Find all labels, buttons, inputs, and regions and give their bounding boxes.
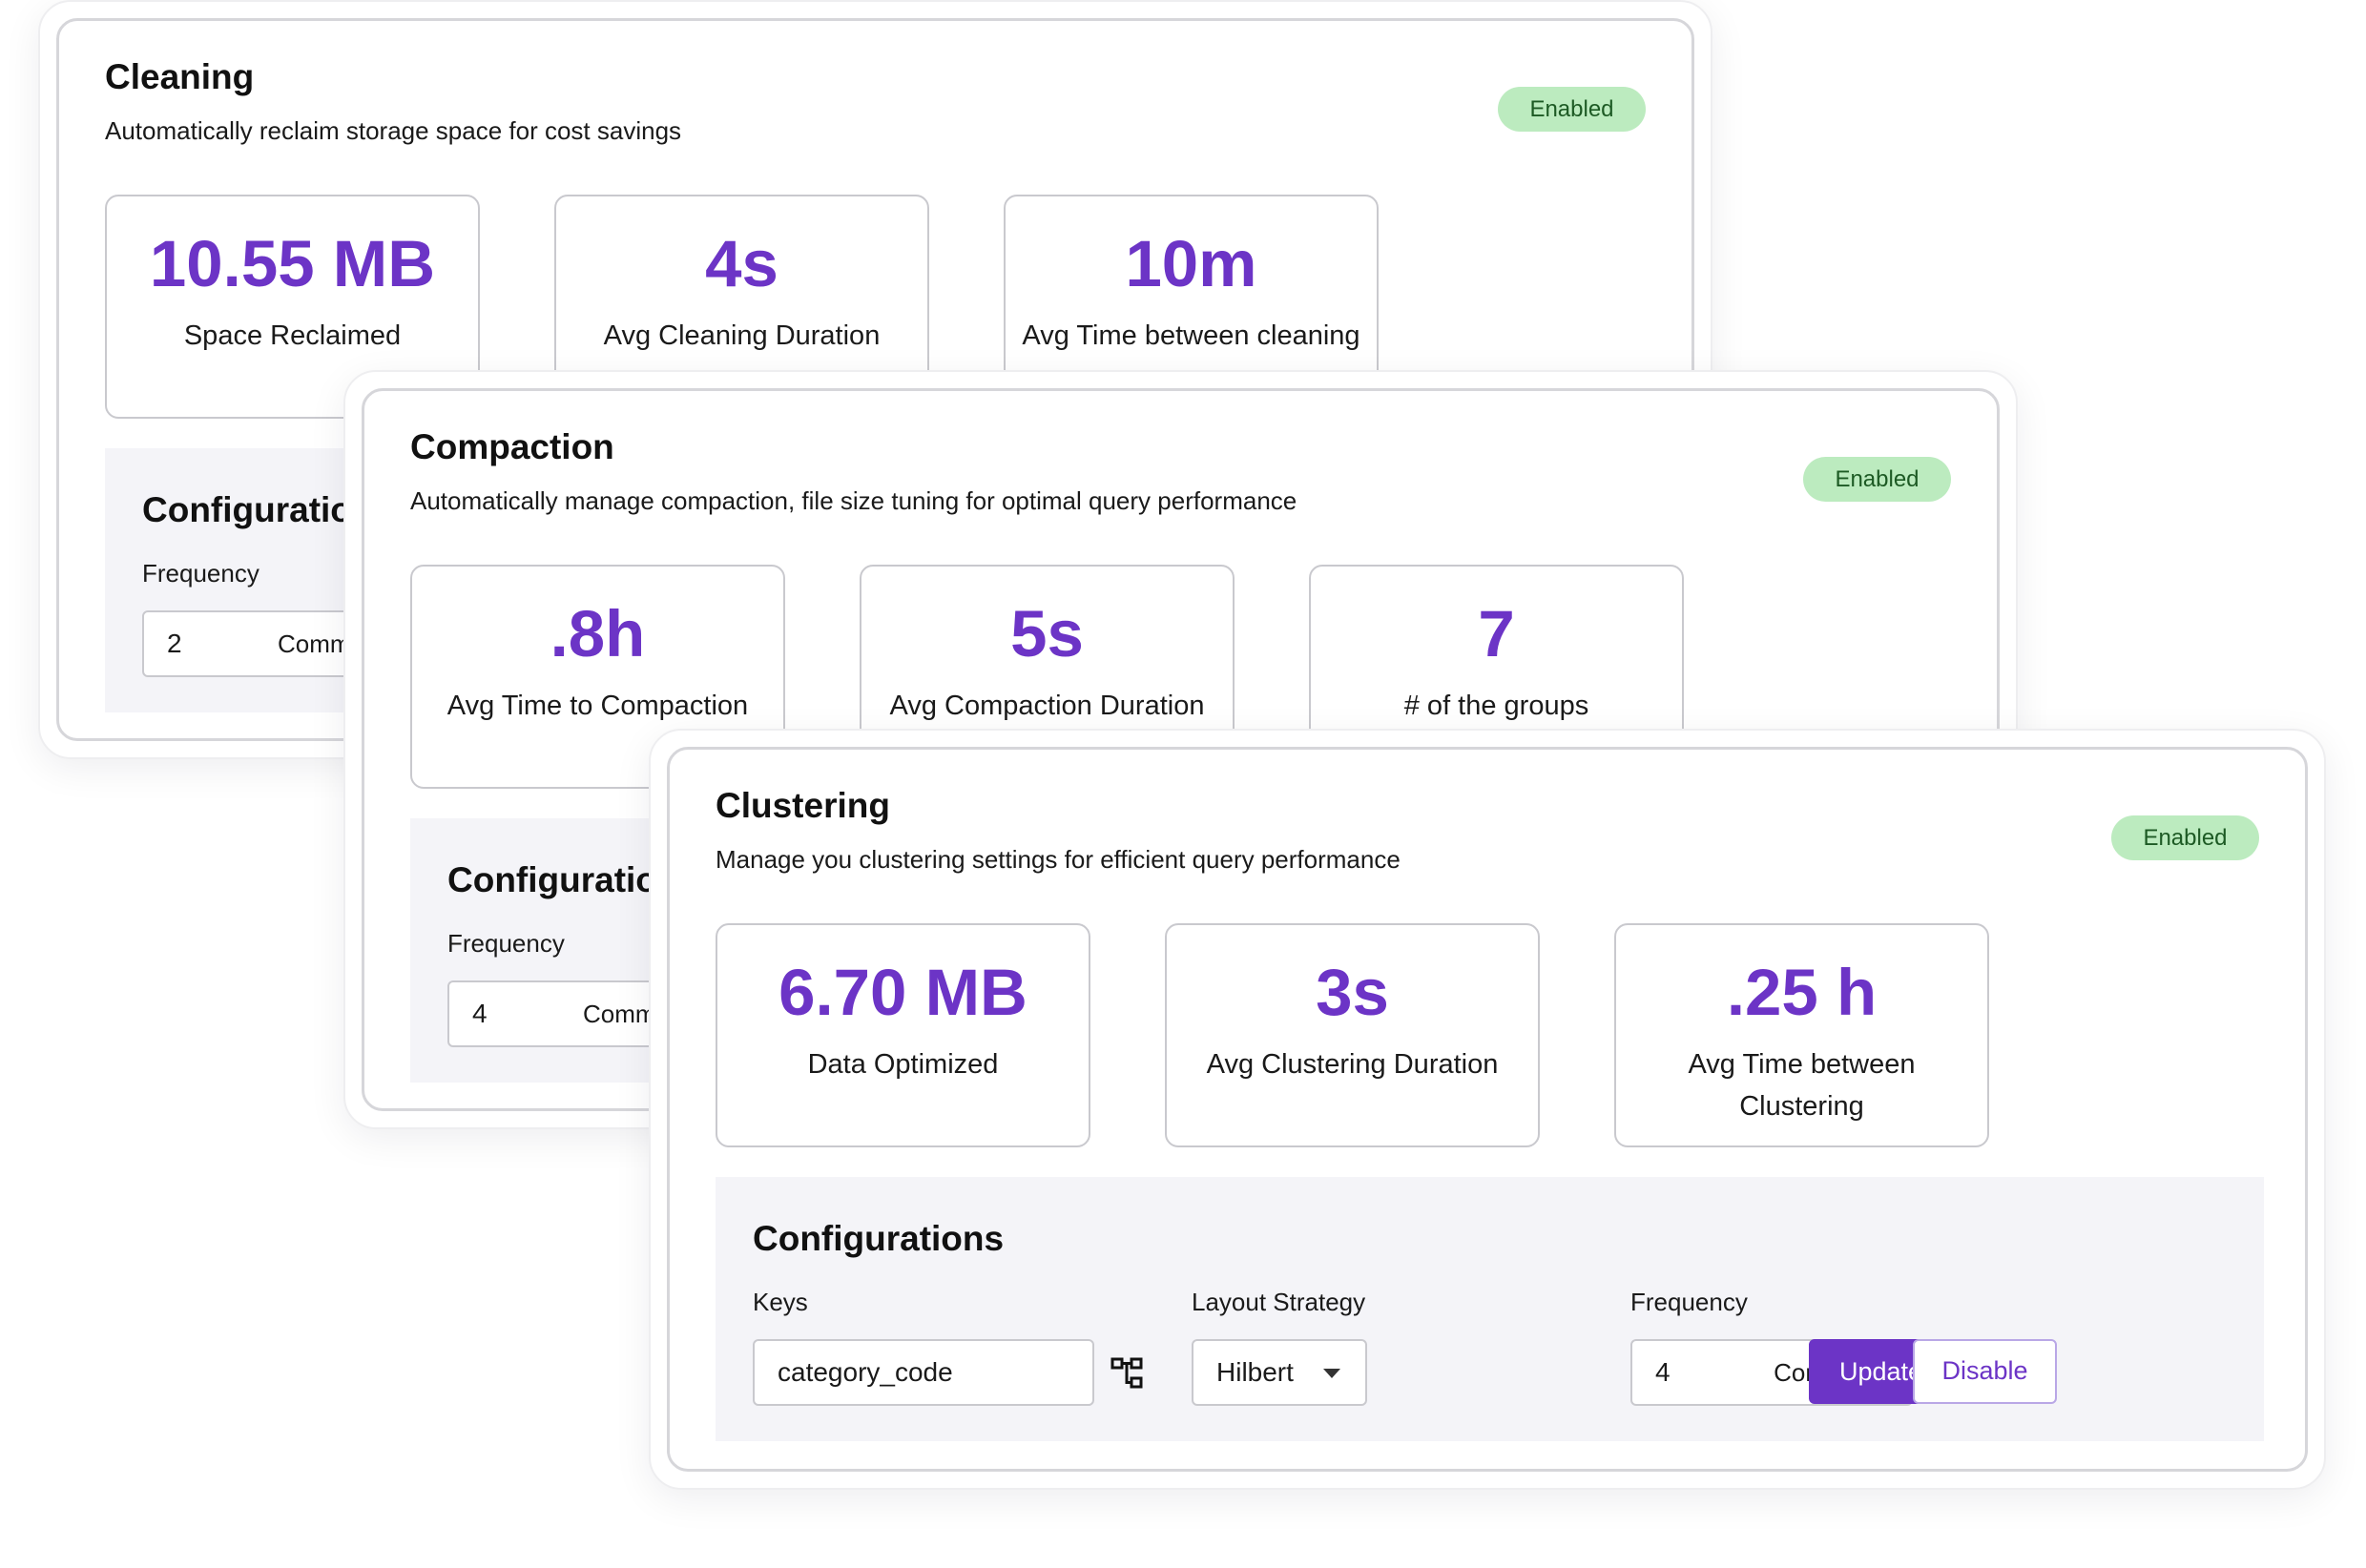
metric-value: 10.55 MB <box>149 227 436 300</box>
clustering-status-badge: Enabled <box>2111 815 2259 860</box>
metric-label: Data Optimized <box>807 1049 999 1080</box>
cleaning-status-badge: Enabled <box>1498 87 1646 132</box>
clustering-frequency-label: Frequency <box>1630 1288 1748 1316</box>
cleaning-title: Cleaning <box>105 57 255 96</box>
frequency-value: 4 <box>1655 1357 1671 1387</box>
chevron-down-icon <box>1323 1369 1340 1378</box>
clustering-subtitle: Manage you clustering settings for effic… <box>716 845 1401 874</box>
metric-label: Avg Time to Compaction <box>446 691 749 721</box>
space-reclaimed-card: 10.55 MB Space Reclaimed <box>105 195 480 419</box>
cleaning-frequency-label: Frequency <box>142 559 259 588</box>
compaction-status-badge: Enabled <box>1803 457 1951 502</box>
metric-value: 4s <box>705 227 778 300</box>
metric-label: Avg Time between cleaning <box>1022 320 1360 351</box>
metric-value: 7 <box>1478 597 1515 671</box>
compaction-frequency-label: Frequency <box>447 929 565 958</box>
metric-value: 6.70 MB <box>778 956 1027 1029</box>
keys-value: category_code <box>778 1357 953 1387</box>
frequency-value: 2 <box>167 629 182 658</box>
frequency-value: 4 <box>472 999 488 1028</box>
metric-value: .25 h <box>1726 956 1878 1029</box>
clustering-config-title: Configurations <box>753 1219 1005 1258</box>
metric-label: Space Reclaimed <box>183 320 402 351</box>
layout-strategy-select[interactable]: Hilbert <box>1192 1339 1367 1406</box>
data-optimized-card: 6.70 MB Data Optimized <box>716 923 1090 1147</box>
clustering-card: Clustering Manage you clustering setting… <box>649 729 2326 1490</box>
avg-clustering-duration-card: 3s Avg Clustering Duration <box>1165 923 1540 1147</box>
metric-value: 5s <box>1010 597 1084 671</box>
layout-strategy-label: Layout Strategy <box>1192 1288 1366 1316</box>
metric-value: 3s <box>1316 956 1389 1029</box>
metric-label: Avg Clustering Duration <box>1206 1049 1499 1080</box>
keys-label: Keys <box>753 1288 808 1316</box>
hierarchy-icon[interactable] <box>1110 1357 1145 1390</box>
metric-label: Avg Compaction Duration <box>889 691 1205 721</box>
clustering-card-panel: Clustering Manage you clustering setting… <box>667 747 2308 1472</box>
clustering-config-panel: Configurations Keys category_code Layout… <box>716 1177 2264 1441</box>
keys-input[interactable]: category_code <box>753 1339 1094 1406</box>
compaction-title: Compaction <box>410 427 614 466</box>
metric-value: 10m <box>1125 227 1257 300</box>
compaction-subtitle: Automatically manage compaction, file si… <box>410 486 1297 515</box>
disable-button[interactable]: Disable <box>1913 1339 2057 1404</box>
metric-label: Avg Cleaning Duration <box>603 320 881 351</box>
clustering-title: Clustering <box>716 786 890 825</box>
layout-strategy-value: Hilbert <box>1216 1357 1294 1387</box>
metric-label: # of the groups <box>1403 691 1589 721</box>
metric-value: .8h <box>550 597 646 671</box>
avg-time-between-clustering-card: .25 h Avg Time between Clustering <box>1614 923 1989 1147</box>
metric-label: Avg Time between Clustering <box>1688 1049 1916 1122</box>
cleaning-subtitle: Automatically reclaim storage space for … <box>105 116 682 145</box>
